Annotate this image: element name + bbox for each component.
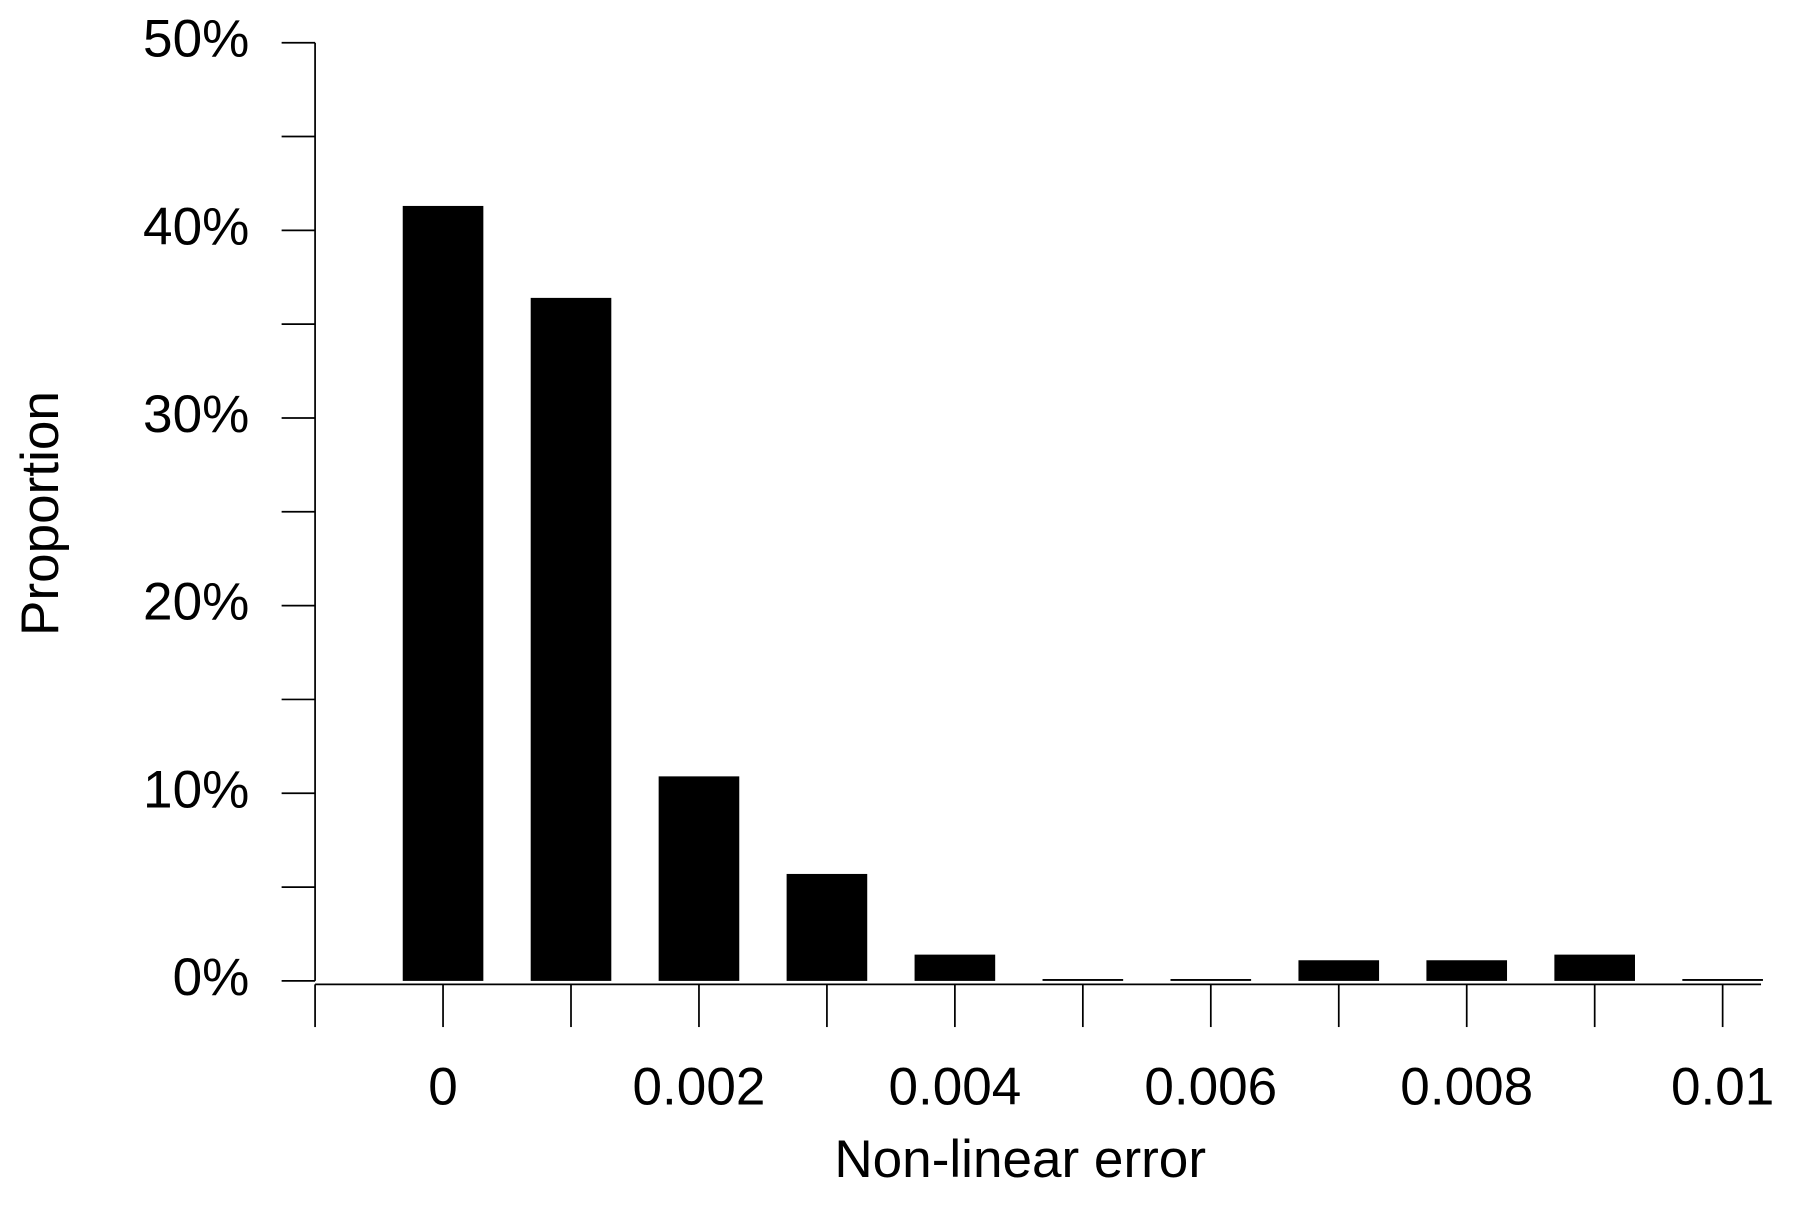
y-tick-label: 40% <box>143 197 249 256</box>
bar <box>402 205 484 981</box>
bar <box>1554 954 1635 981</box>
y-tick-label: 0% <box>173 948 250 1007</box>
bar <box>1682 979 1763 981</box>
bar <box>530 297 612 981</box>
bar <box>658 776 740 981</box>
x-tick-label: 0.004 <box>888 1058 1021 1117</box>
y-axis-title: Proportion <box>11 391 70 636</box>
bar <box>1298 960 1380 981</box>
y-tick-label: 10% <box>143 760 249 819</box>
x-tick-label: 0.006 <box>1144 1058 1277 1117</box>
x-tick-label: 0.008 <box>1400 1058 1533 1117</box>
bar <box>1170 979 1252 981</box>
bar <box>1426 960 1508 981</box>
y-tick-label: 50% <box>143 10 249 69</box>
x-tick-label: 0.002 <box>633 1058 766 1117</box>
y-tick-label: 20% <box>143 573 249 632</box>
x-axis-title: Non-linear error <box>834 1130 1206 1189</box>
y-tick-label: 30% <box>143 385 249 444</box>
x-tick-label: 0.01 <box>1671 1058 1774 1117</box>
bar <box>914 954 996 981</box>
bar <box>786 873 868 981</box>
bar <box>1042 979 1124 981</box>
x-tick-label: 0 <box>428 1058 458 1117</box>
